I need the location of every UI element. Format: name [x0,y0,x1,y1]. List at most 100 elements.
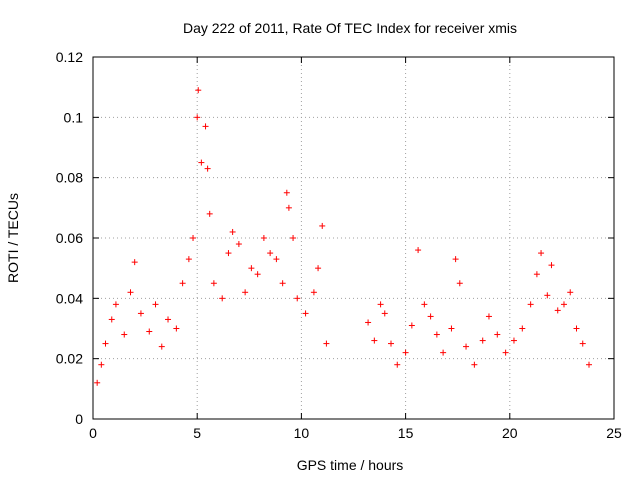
x-axis-title: GPS time / hours [297,457,404,473]
x-tick-label: 0 [89,425,97,441]
data-point [273,256,280,263]
data-point [415,247,422,254]
x-tick-label: 25 [606,425,622,441]
data-point [365,319,372,326]
x-tick-label: 15 [398,425,414,441]
y-tick-label: 0.1 [64,109,84,125]
data-point [173,325,180,332]
data-point [102,340,109,347]
data-point [440,349,447,356]
chart-title: Day 222 of 2011, Rate Of TEC Index for r… [183,20,517,36]
data-point [585,361,592,368]
y-axis-title: ROTI / TECUs [5,193,21,283]
data-point [158,343,165,350]
y-tick-label: 0.02 [56,351,83,367]
data-point [204,165,211,172]
data-point [402,349,409,356]
data-point [112,301,119,308]
data-point [235,241,242,248]
data-point [254,271,261,278]
y-tick-label: 0.12 [56,49,83,65]
data-point [229,228,236,235]
data-point [394,361,401,368]
data-point [225,250,232,257]
axis-ticks [92,56,615,420]
data-point [108,316,115,323]
data-point [210,280,217,287]
data-point [98,361,105,368]
data-point [371,337,378,344]
data-point [573,325,580,332]
data-point [377,301,384,308]
data-point [479,337,486,344]
data-point [323,340,330,347]
data-points [94,87,592,386]
data-point [267,250,274,257]
data-point [283,189,290,196]
data-point [315,265,322,272]
data-point [427,313,434,320]
data-point [179,280,186,287]
x-tick-labels: 0 5 10 15 20 25 [89,425,622,441]
data-point [310,289,317,296]
data-point [190,235,197,241]
data-point [519,325,526,332]
data-point [302,310,309,317]
data-point [242,289,249,296]
data-point [554,307,561,314]
data-point [202,123,209,130]
data-point [510,337,517,344]
data-point [195,87,202,94]
data-point [452,256,459,263]
data-point [152,301,159,308]
y-tick-label: 0.06 [56,230,83,246]
data-point [471,361,478,368]
data-point [560,301,567,308]
data-point [448,325,455,332]
data-point [567,289,574,296]
data-point [260,235,267,241]
data-point [433,331,440,338]
data-point [544,292,551,299]
x-tick-label: 20 [502,425,518,441]
data-point [137,310,144,317]
data-point [527,301,534,308]
data-point [533,271,540,278]
data-point [121,331,128,338]
y-tick-label: 0.04 [56,290,83,306]
data-point [319,222,326,229]
y-tick-label: 0 [75,411,83,427]
x-tick-label: 10 [294,425,310,441]
data-point [131,259,138,266]
data-point [579,340,586,347]
data-point [408,322,415,329]
data-point [548,262,555,269]
data-point [146,328,153,335]
data-point [219,295,226,302]
data-point [494,331,501,338]
data-point [421,301,428,308]
data-point [294,295,301,302]
data-point [463,343,470,350]
data-point [206,210,213,217]
x-tick-label: 5 [193,425,201,441]
data-point [94,379,101,386]
data-point [279,280,286,287]
data-point [185,256,192,263]
data-point [502,349,509,356]
data-point [165,316,172,323]
data-point [248,265,255,272]
data-point [194,114,201,121]
data-point [381,310,388,317]
data-point [485,313,492,320]
data-point [388,340,395,347]
data-point [456,280,463,287]
y-tick-label: 0.08 [56,170,83,186]
data-point [538,250,545,257]
data-point [127,289,134,296]
data-point [285,204,292,211]
y-tick-labels: 0 0.02 0.04 0.06 0.08 0.1 0.12 [56,49,83,427]
grid-lines [93,57,614,419]
data-point [290,235,297,241]
